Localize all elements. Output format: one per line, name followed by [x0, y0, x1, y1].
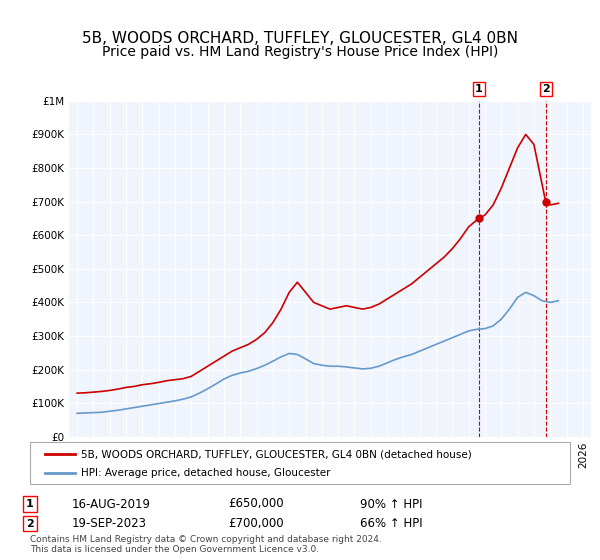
- Text: HPI: Average price, detached house, Gloucester: HPI: Average price, detached house, Glou…: [81, 468, 331, 478]
- Text: 19-SEP-2023: 19-SEP-2023: [72, 517, 147, 530]
- Text: £700,000: £700,000: [228, 517, 284, 530]
- Text: 1: 1: [475, 84, 482, 94]
- Text: 5B, WOODS ORCHARD, TUFFLEY, GLOUCESTER, GL4 0BN: 5B, WOODS ORCHARD, TUFFLEY, GLOUCESTER, …: [82, 31, 518, 46]
- Text: 2: 2: [542, 84, 550, 94]
- Text: 5B, WOODS ORCHARD, TUFFLEY, GLOUCESTER, GL4 0BN (detached house): 5B, WOODS ORCHARD, TUFFLEY, GLOUCESTER, …: [81, 449, 472, 459]
- Text: Contains HM Land Registry data © Crown copyright and database right 2024.
This d: Contains HM Land Registry data © Crown c…: [30, 535, 382, 554]
- Text: 2: 2: [26, 519, 34, 529]
- Text: Price paid vs. HM Land Registry's House Price Index (HPI): Price paid vs. HM Land Registry's House …: [102, 45, 498, 59]
- Text: 90% ↑ HPI: 90% ↑ HPI: [360, 497, 422, 511]
- Text: £650,000: £650,000: [228, 497, 284, 511]
- Text: 1: 1: [26, 499, 34, 509]
- Text: 66% ↑ HPI: 66% ↑ HPI: [360, 517, 422, 530]
- Text: 16-AUG-2019: 16-AUG-2019: [72, 497, 151, 511]
